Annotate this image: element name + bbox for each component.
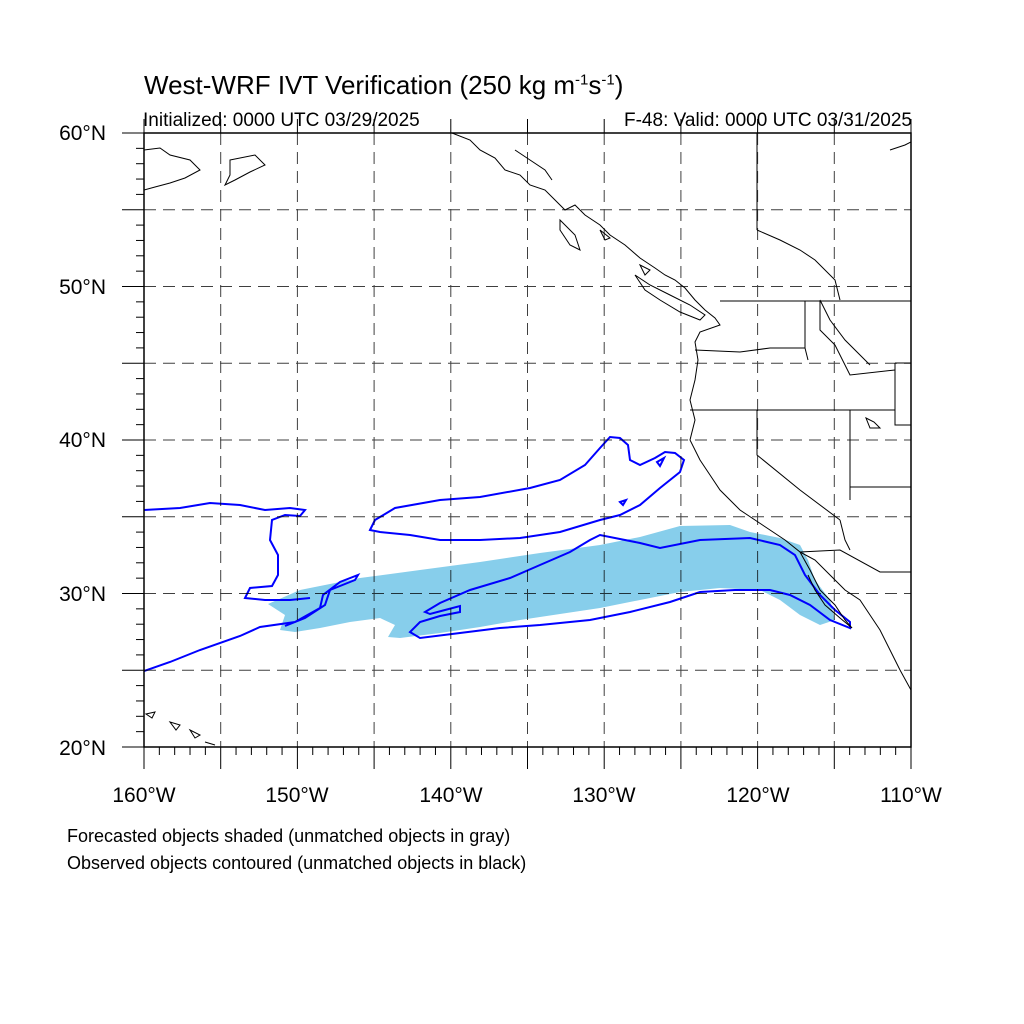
lat-label-20: 20°N (59, 737, 106, 760)
lon-label-160w: 160°W (112, 784, 176, 807)
lat-label-50: 50°N (59, 276, 106, 299)
lat-label-40: 40°N (59, 429, 106, 452)
chart-title: West-WRF IVT Verification (250 kg m-1s-1… (144, 70, 624, 100)
lon-label-120w: 120°W (726, 784, 790, 807)
forecast-note: Forecasted objects shaded (unmatched obj… (67, 826, 511, 846)
lon-label-130w: 130°W (572, 784, 636, 807)
lon-label-110w: 110°W (880, 784, 942, 807)
lat-label-60: 60°N (59, 122, 106, 145)
lat-label-30: 30°N (59, 583, 106, 606)
forecast-ivt-object (268, 525, 835, 638)
map-gridlines (144, 133, 911, 747)
initialized-time: Initialized: 0000 UTC 03/29/2025 (143, 110, 420, 131)
lon-label-150w: 150°W (265, 784, 329, 807)
valid-time: F-48: Valid: 0000 UTC 03/31/2025 (624, 110, 912, 131)
observed-ivt-contours (144, 435, 851, 672)
coastlines (144, 133, 911, 746)
observed-note: Observed objects contoured (unmatched ob… (67, 853, 527, 873)
lon-label-140w: 140°W (419, 784, 483, 807)
axis-ticks (122, 119, 912, 769)
political-boundaries (690, 133, 911, 573)
